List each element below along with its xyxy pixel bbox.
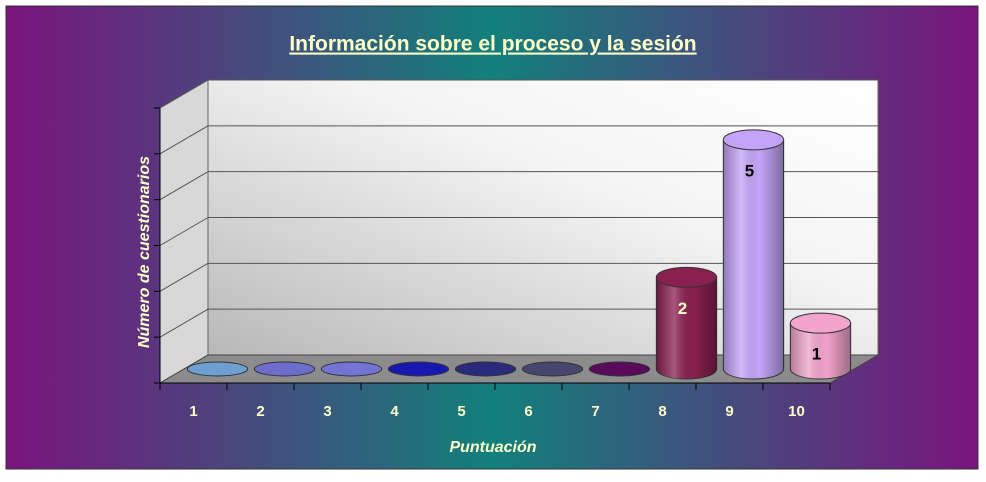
bar-top: [789, 312, 852, 334]
bar-shade: [656, 277, 717, 379]
grid-line: [159, 171, 209, 201]
bar: [387, 361, 450, 377]
x-axis-label: Puntuación: [449, 439, 536, 456]
x-tick-label: 10: [788, 403, 805, 420]
bar: [253, 361, 316, 377]
grid-line: [159, 308, 209, 338]
y-axis-label: Número de cuestionarios: [136, 156, 153, 348]
bar-shade: [723, 139, 784, 379]
x-tick-label: 1: [189, 403, 197, 420]
grid-line: [159, 217, 209, 246]
x-tick-label: 3: [323, 403, 331, 420]
value-label: 1: [812, 345, 821, 364]
x-tick-label: 8: [658, 403, 666, 420]
x-tick-label: 4: [390, 403, 399, 420]
grid-line: [159, 125, 209, 155]
chart-title: Información sobre el proceso y la sesión: [289, 33, 696, 56]
grid-line: [159, 79, 209, 109]
value-label: 5: [745, 161, 754, 180]
value-label: 2: [678, 299, 687, 318]
bar-top: [655, 266, 718, 288]
x-tick-label: 6: [524, 403, 532, 420]
bar: [588, 361, 651, 377]
bar-shade: [790, 323, 851, 379]
x-tick-label: 5: [457, 403, 465, 420]
x-tick-label: 7: [591, 403, 599, 420]
x-tick-label: 2: [256, 403, 264, 420]
bar: [320, 361, 383, 377]
bar-top: [722, 129, 785, 151]
bar: [186, 361, 249, 377]
bar: [454, 361, 517, 377]
bar: [521, 361, 584, 377]
grid-line: [159, 262, 209, 292]
x-tick-label: 9: [725, 403, 733, 420]
